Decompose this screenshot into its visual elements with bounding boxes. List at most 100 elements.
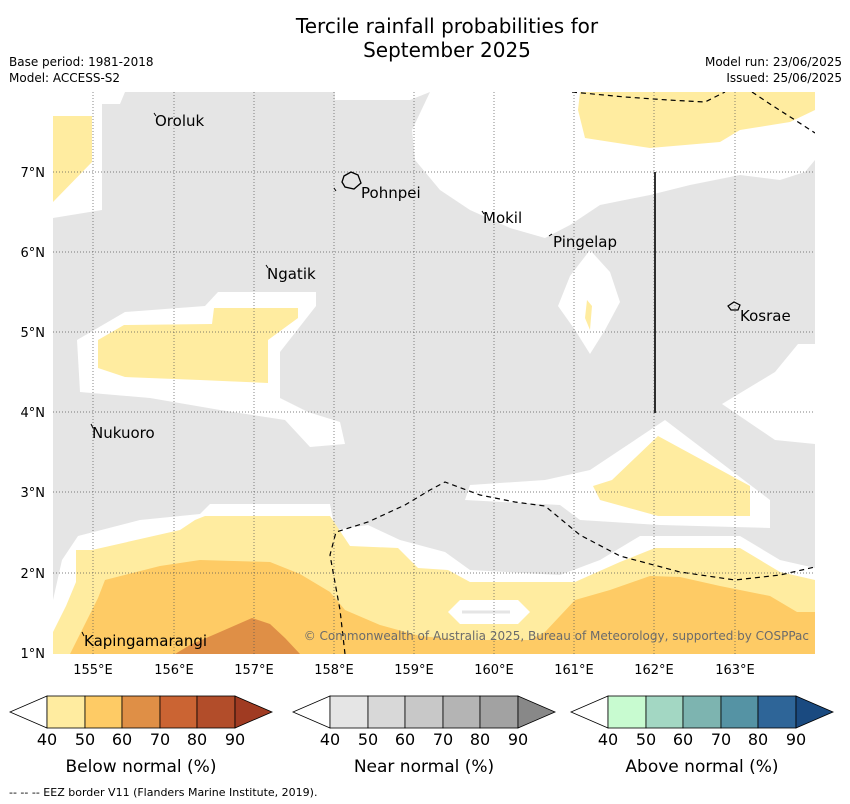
- lon-label: 156°E: [154, 663, 194, 678]
- legend-tick: 70: [150, 730, 170, 749]
- map-plot: [53, 92, 815, 654]
- title-line-1: Tercile rainfall probabilities for: [295, 14, 599, 38]
- lat-label: 6°N: [21, 246, 46, 261]
- lat-label: 7°N: [21, 166, 46, 181]
- label-pohnpei: Pohnpei: [361, 184, 421, 202]
- label-ngatik: Ngatik: [267, 265, 316, 283]
- atoll-markers: [81, 112, 553, 637]
- lat-label: 1°N: [21, 647, 46, 662]
- below-normal-40-50: [98, 308, 298, 383]
- pohnpei-island: [341, 171, 362, 190]
- legend-tick: 60: [673, 730, 693, 749]
- legend-swatch: [404, 695, 444, 729]
- legend-swatch: [479, 695, 519, 729]
- lat-label: 3°N: [21, 486, 46, 501]
- label-kosrae: Kosrae: [740, 307, 791, 325]
- legend-swatch: [84, 695, 123, 729]
- kosrae-island: [727, 301, 741, 311]
- legend-above-normal: 40 50 60 70 80 90 Above normal (%): [569, 695, 835, 777]
- place-labels: Oroluk Pohnpei Mokil Pingelap Ngatik Kos…: [84, 112, 791, 650]
- legend-tick: 40: [320, 730, 340, 749]
- lon-label: 162°E: [634, 663, 674, 678]
- legend-tick: 70: [711, 730, 731, 749]
- legend-swatch: [8, 695, 48, 729]
- legend-swatch: [517, 695, 557, 729]
- island-marker: [333, 187, 337, 192]
- lon-label: 161°E: [554, 663, 594, 678]
- below-normal-40-50: [53, 116, 92, 202]
- legend-title: Near normal (%): [354, 757, 494, 777]
- copyright-notice: © Commonwealth of Australia 2025, Bureau…: [304, 629, 809, 643]
- lat-label: 4°N: [21, 406, 46, 421]
- legend-title: Above normal (%): [625, 757, 778, 777]
- legend-tick: 40: [37, 730, 57, 749]
- meta-right: Model run: 23/06/2025 Issued: 25/06/2025: [705, 54, 842, 86]
- model-run: Model run: 23/06/2025: [704, 55, 842, 69]
- lon-label: 158°E: [314, 663, 354, 678]
- lon-label: 160°E: [474, 663, 514, 678]
- lon-label: 163°E: [715, 663, 755, 678]
- white-region: [558, 250, 620, 354]
- eez-border: [329, 481, 815, 654]
- legend-swatch: [329, 695, 369, 729]
- legend-tick: 90: [225, 730, 245, 749]
- legend-swatch: [645, 695, 684, 729]
- legend-tick: 80: [187, 730, 207, 749]
- label-mokil: Mokil: [483, 209, 522, 227]
- white-region: [722, 344, 815, 444]
- legend-swatch: [367, 695, 406, 729]
- legend-tick: 50: [636, 730, 656, 749]
- gridlines: [53, 92, 815, 654]
- legend-swatch: [442, 695, 481, 729]
- label-pingelap: Pingelap: [553, 233, 617, 251]
- legend-swatch: [121, 695, 161, 729]
- title-line-2: September 2025: [363, 38, 531, 62]
- legend-swatch: [682, 695, 722, 729]
- legend-swatch: [159, 695, 198, 729]
- legend-swatch: [46, 695, 86, 729]
- lat-label: 2°N: [21, 567, 46, 582]
- below-normal-40-50: [585, 300, 592, 330]
- legend-tick: 70: [433, 730, 453, 749]
- legend-tick: 90: [508, 730, 528, 749]
- legend-title: Below normal (%): [66, 757, 217, 777]
- legend-near-normal: 40 50 60 70 80 90 Near normal (%): [291, 695, 557, 777]
- legend-tick: 90: [786, 730, 806, 749]
- lat-axis-labels: 7°N 6°N 5°N 4°N 3°N 2°N 1°N: [21, 166, 46, 662]
- legend-below-normal: 40 50 60 70 80 90 Below normal (%): [8, 695, 274, 777]
- label-kapingamarangi: Kapingamarangi: [84, 632, 207, 650]
- legend-swatch: [291, 695, 331, 729]
- eez-border: [571, 92, 815, 134]
- legend-tick: 80: [470, 730, 490, 749]
- eez-footnote: -- -- -- EEZ border V11 (Flanders Marine…: [9, 786, 318, 799]
- legend-tick: 50: [75, 730, 95, 749]
- issued-date: Issued: 25/06/2025: [726, 71, 842, 85]
- below-normal-40-50: [593, 436, 750, 516]
- below-normal-60-70: [175, 618, 300, 654]
- legend-swatch: [795, 695, 835, 729]
- lon-label: 157°E: [234, 663, 274, 678]
- base-period: Base period: 1981-2018: [9, 55, 154, 69]
- map-title: Tercile rainfall probabilities for Septe…: [0, 14, 850, 62]
- legend-tick: 50: [358, 730, 378, 749]
- lat-label: 5°N: [21, 326, 46, 341]
- legend-swatch: [607, 695, 647, 729]
- legend-swatch: [234, 695, 274, 729]
- legend-swatch: [757, 695, 797, 729]
- model-name: Model: ACCESS-S2: [9, 71, 121, 85]
- lon-axis-labels: 155°E 156°E 157°E 158°E 159°E 160°E 161°…: [73, 663, 755, 678]
- meta-left: Base period: 1981-2018 Model: ACCESS-S2: [9, 54, 154, 86]
- label-oroluk: Oroluk: [155, 112, 204, 130]
- legend-swatch: [569, 695, 609, 729]
- legend-tick: 80: [748, 730, 768, 749]
- lon-label: 159°E: [394, 663, 434, 678]
- legend-tick: 60: [112, 730, 132, 749]
- legend-tick: 60: [395, 730, 415, 749]
- legend-tick: 40: [598, 730, 618, 749]
- below-normal-40-50: [578, 92, 815, 148]
- legend-swatch: [720, 695, 759, 729]
- lon-label: 155°E: [73, 663, 113, 678]
- label-nukuoro: Nukuoro: [92, 424, 155, 442]
- legend-swatch: [196, 695, 236, 729]
